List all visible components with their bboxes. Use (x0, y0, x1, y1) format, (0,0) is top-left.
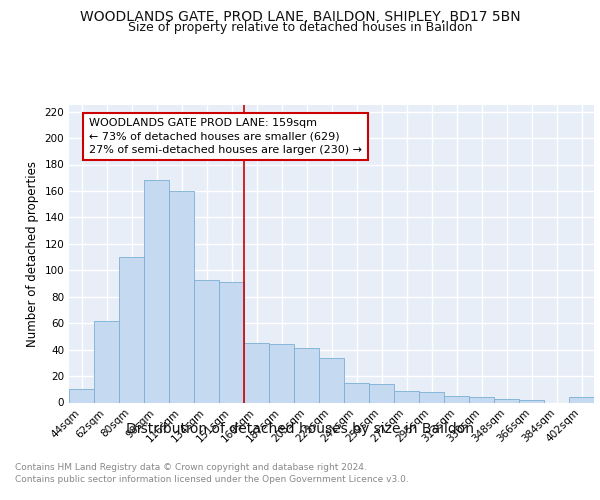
Y-axis label: Number of detached properties: Number of detached properties (26, 161, 39, 347)
Text: Size of property relative to detached houses in Baildon: Size of property relative to detached ho… (128, 22, 472, 35)
Bar (469, 397, 494, 402)
Bar (394, 390, 419, 402)
Text: WOODLANDS GATE PROD LANE: 159sqm
← 73% of detached houses are smaller (629)
27% : WOODLANDS GATE PROD LANE: 159sqm ← 73% o… (89, 118, 362, 154)
Bar (519, 400, 544, 402)
Bar (244, 343, 269, 402)
Bar (319, 358, 344, 403)
Text: WOODLANDS GATE, PROD LANE, BAILDON, SHIPLEY, BD17 5BN: WOODLANDS GATE, PROD LANE, BAILDON, SHIP… (80, 10, 520, 24)
Bar (494, 398, 519, 402)
Bar (569, 397, 594, 402)
Bar (444, 396, 469, 402)
Bar (144, 180, 169, 402)
Bar (194, 280, 219, 402)
Bar (269, 344, 294, 403)
Text: Distribution of detached houses by size in Baildon: Distribution of detached houses by size … (126, 422, 474, 436)
Bar (294, 348, 319, 403)
Text: Contains HM Land Registry data © Crown copyright and database right 2024.
Contai: Contains HM Land Registry data © Crown c… (15, 462, 409, 484)
Bar (119, 257, 144, 402)
Bar (94, 320, 119, 402)
Bar (344, 382, 369, 402)
Bar (219, 282, 244, 403)
Bar (69, 390, 94, 402)
Bar (369, 384, 394, 402)
Bar (419, 392, 444, 402)
Bar (169, 191, 194, 402)
